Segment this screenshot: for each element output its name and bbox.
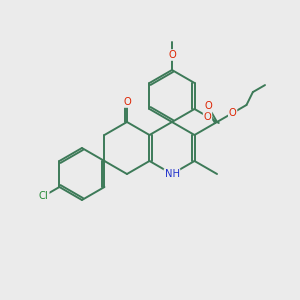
Text: O: O [168,50,176,60]
Text: O: O [123,97,131,107]
Text: NH: NH [164,169,179,179]
Text: O: O [229,108,236,118]
Text: O: O [204,112,212,122]
Text: Cl: Cl [39,191,49,201]
Text: O: O [204,101,212,111]
